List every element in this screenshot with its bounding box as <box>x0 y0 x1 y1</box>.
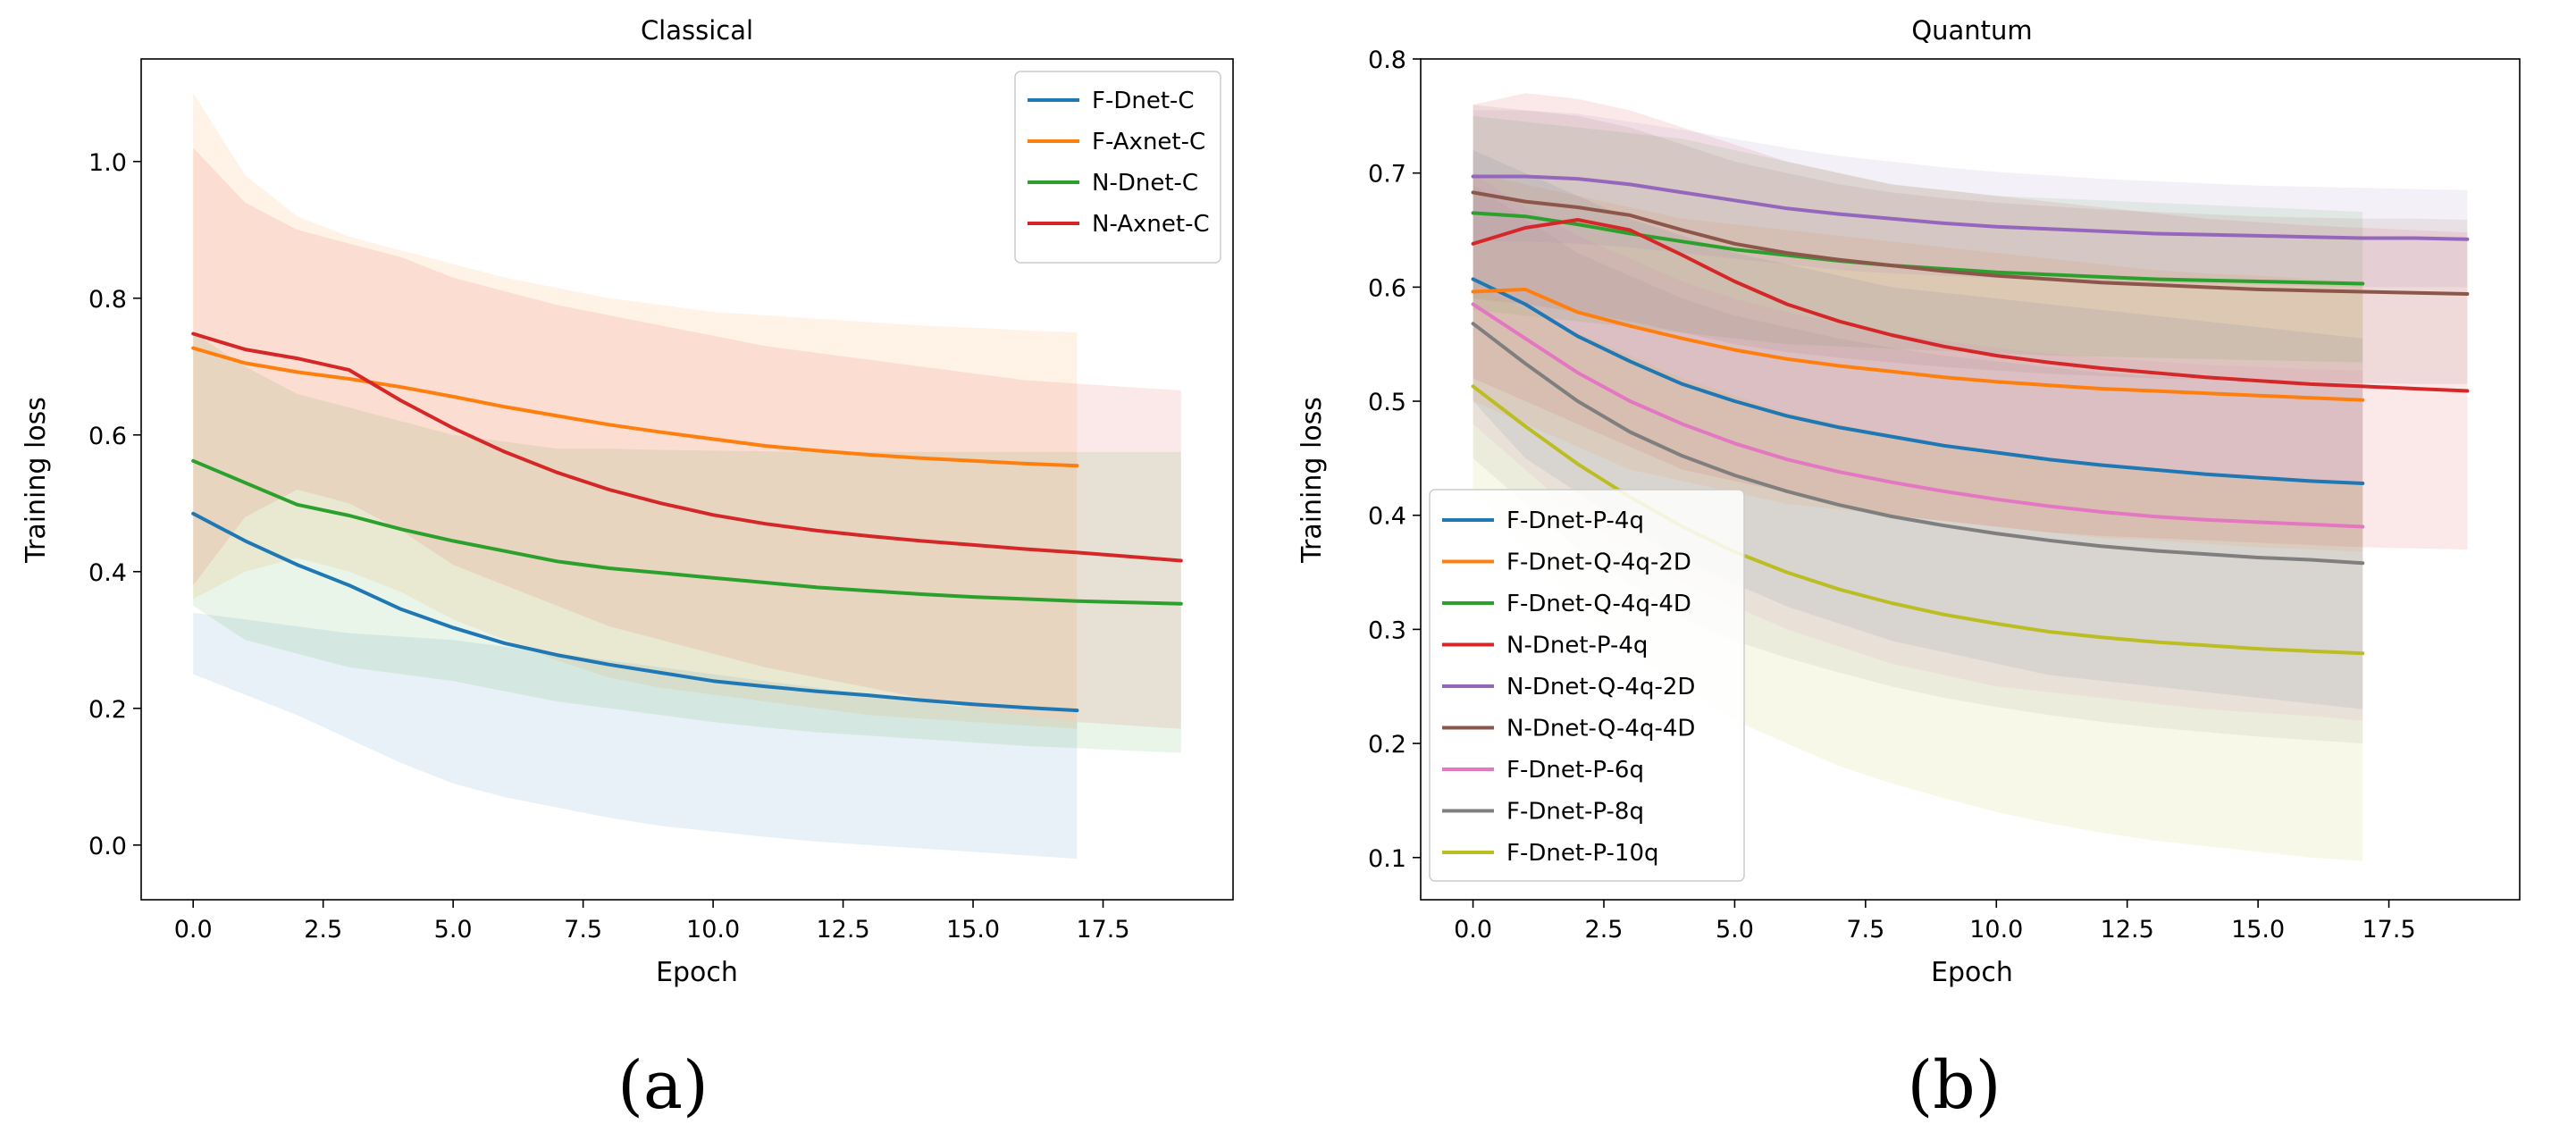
plot-frame <box>140 58 1234 901</box>
x-tick-label: 17.5 <box>2362 916 2416 944</box>
confidence-band-n-dnet-p-4q <box>1473 93 2468 550</box>
series-line-f-dnet-p-6q <box>1471 302 2365 529</box>
series-line-n-axnet-c <box>191 331 1183 563</box>
legend-label: N-Dnet-C <box>1092 170 1198 197</box>
x-tick-label: 7.5 <box>564 916 602 944</box>
x-tick-label: 7.5 <box>1846 916 1884 944</box>
y-tick-label: 0.2 <box>1368 731 1406 759</box>
confidence-band-n-dnet-q-4q-4d <box>1473 105 2468 384</box>
panel-label-a: (a) <box>617 1047 709 1124</box>
classical-panel: Classical 0.0 2.5 5.0 7.5 10.0 12.5 15.0 17.5 0… <box>21 15 1234 1124</box>
series-line-f-axnet-c <box>191 346 1079 468</box>
confidence-band-n-dnet-c <box>193 332 1181 753</box>
x-tick-label: 12.5 <box>2101 916 2154 944</box>
confidence-band-f-dnet-q-4q-4d <box>1473 115 2363 363</box>
y-tick-label: 0.0 <box>88 833 127 860</box>
y-tick-label: 0.1 <box>1368 845 1406 873</box>
confidence-band-f-axnet-c <box>193 93 1078 729</box>
series-line-n-dnet-p-4q <box>1471 218 2470 393</box>
series-line-n-dnet-c <box>191 458 1183 606</box>
legend-label: F-Dnet-Q-4q-4D <box>1506 591 1691 617</box>
legend-label: F-Dnet-P-8q <box>1506 799 1644 826</box>
x-tick-label: 10.0 <box>686 916 740 944</box>
legend-label: N-Axnet-C <box>1092 211 1210 238</box>
plot-frame <box>1420 58 2521 901</box>
x-axis-label: Epoch <box>656 957 738 988</box>
x-tick-label: 17.5 <box>1076 916 1129 944</box>
y-tick-label: 1.0 <box>88 149 127 177</box>
y-tick-label: 0.6 <box>88 423 127 450</box>
legend-label: F-Dnet-C <box>1092 88 1195 114</box>
x-tick-label: 10.0 <box>1969 916 2023 944</box>
legend-label: N-Dnet-Q-4q-4D <box>1506 716 1695 742</box>
series-line-n-dnet-q-4q-4d <box>1471 190 2470 296</box>
confidence-band-f-dnet-c <box>193 612 1078 860</box>
series-line-f-dnet-p-8q <box>1471 322 2365 566</box>
series-line-f-dnet-c <box>191 511 1079 713</box>
legend-label: N-Dnet-Q-4q-2D <box>1506 674 1695 700</box>
y-tick-label: 0.8 <box>88 286 127 314</box>
y-tick-label: 0.8 <box>1368 46 1406 74</box>
y-tick-label: 0.2 <box>88 696 127 724</box>
legend-label: F-Axnet-C <box>1092 129 1205 155</box>
x-axis-label: Epoch <box>1931 957 2013 988</box>
y-axis-label: Training loss <box>1296 397 1328 564</box>
y-axis-label: Training loss <box>21 397 52 564</box>
confidence-band-f-dnet-q-4q-2d <box>1473 172 2363 552</box>
chart-title: Quantum <box>1911 15 2032 46</box>
x-tick-label: 2.5 <box>1585 916 1624 944</box>
confidence-band-n-axnet-c <box>193 147 1181 729</box>
y-tick-label: 0.7 <box>1368 161 1406 189</box>
x-tick-label: 15.0 <box>2231 916 2285 944</box>
x-tick-label: 12.5 <box>817 916 870 944</box>
x-tick-label: 5.0 <box>1716 916 1754 944</box>
quantum-panel: Quantum 0.0 2.5 5.0 7.5 10.0 12.5 15.0 17.5 0.1… <box>1296 15 2521 1124</box>
legend-box <box>1429 489 1745 882</box>
y-tick-label: 0.4 <box>88 559 127 587</box>
confidence-band-f-dnet-p-4q <box>1473 150 2363 709</box>
confidence-band-n-dnet-q-4q-2d <box>1473 110 2468 288</box>
legend-label: N-Dnet-P-4q <box>1506 633 1648 659</box>
legend: F-Dnet-C F-Axnet-C N-Dnet-C N-Axnet-C <box>1014 71 1221 264</box>
series-line-f-dnet-p-4q <box>1471 277 2365 485</box>
legend-box <box>1014 71 1221 264</box>
panel-label-b: (b) <box>1907 1047 2001 1124</box>
chart-title: Classical <box>641 15 753 46</box>
y-tick-label: 0.6 <box>1368 274 1406 302</box>
x-tick-label: 5.0 <box>434 916 473 944</box>
y-tick-label: 0.5 <box>1368 389 1406 416</box>
y-tick-label: 0.4 <box>1368 503 1406 531</box>
y-tick-label: 0.3 <box>1368 617 1406 644</box>
legend: F-Dnet-P-4q F-Dnet-Q-4q-2D F-Dnet-Q-4q-4D N… <box>1429 489 1745 882</box>
x-tick-label: 15.0 <box>946 916 1000 944</box>
x-tick-label: 0.0 <box>174 916 213 944</box>
x-tick-label: 0.0 <box>1454 916 1492 944</box>
legend-label: F-Dnet-Q-4q-2D <box>1506 549 1691 576</box>
series-line-f-dnet-q-4q-2d <box>1471 287 2365 402</box>
x-tick-label: 2.5 <box>304 916 342 944</box>
legend-label: F-Dnet-P-4q <box>1506 507 1644 534</box>
legend-label: F-Dnet-P-10q <box>1506 840 1659 867</box>
series-line-n-dnet-q-4q-2d <box>1471 174 2470 241</box>
legend-label: F-Dnet-P-6q <box>1506 757 1644 784</box>
